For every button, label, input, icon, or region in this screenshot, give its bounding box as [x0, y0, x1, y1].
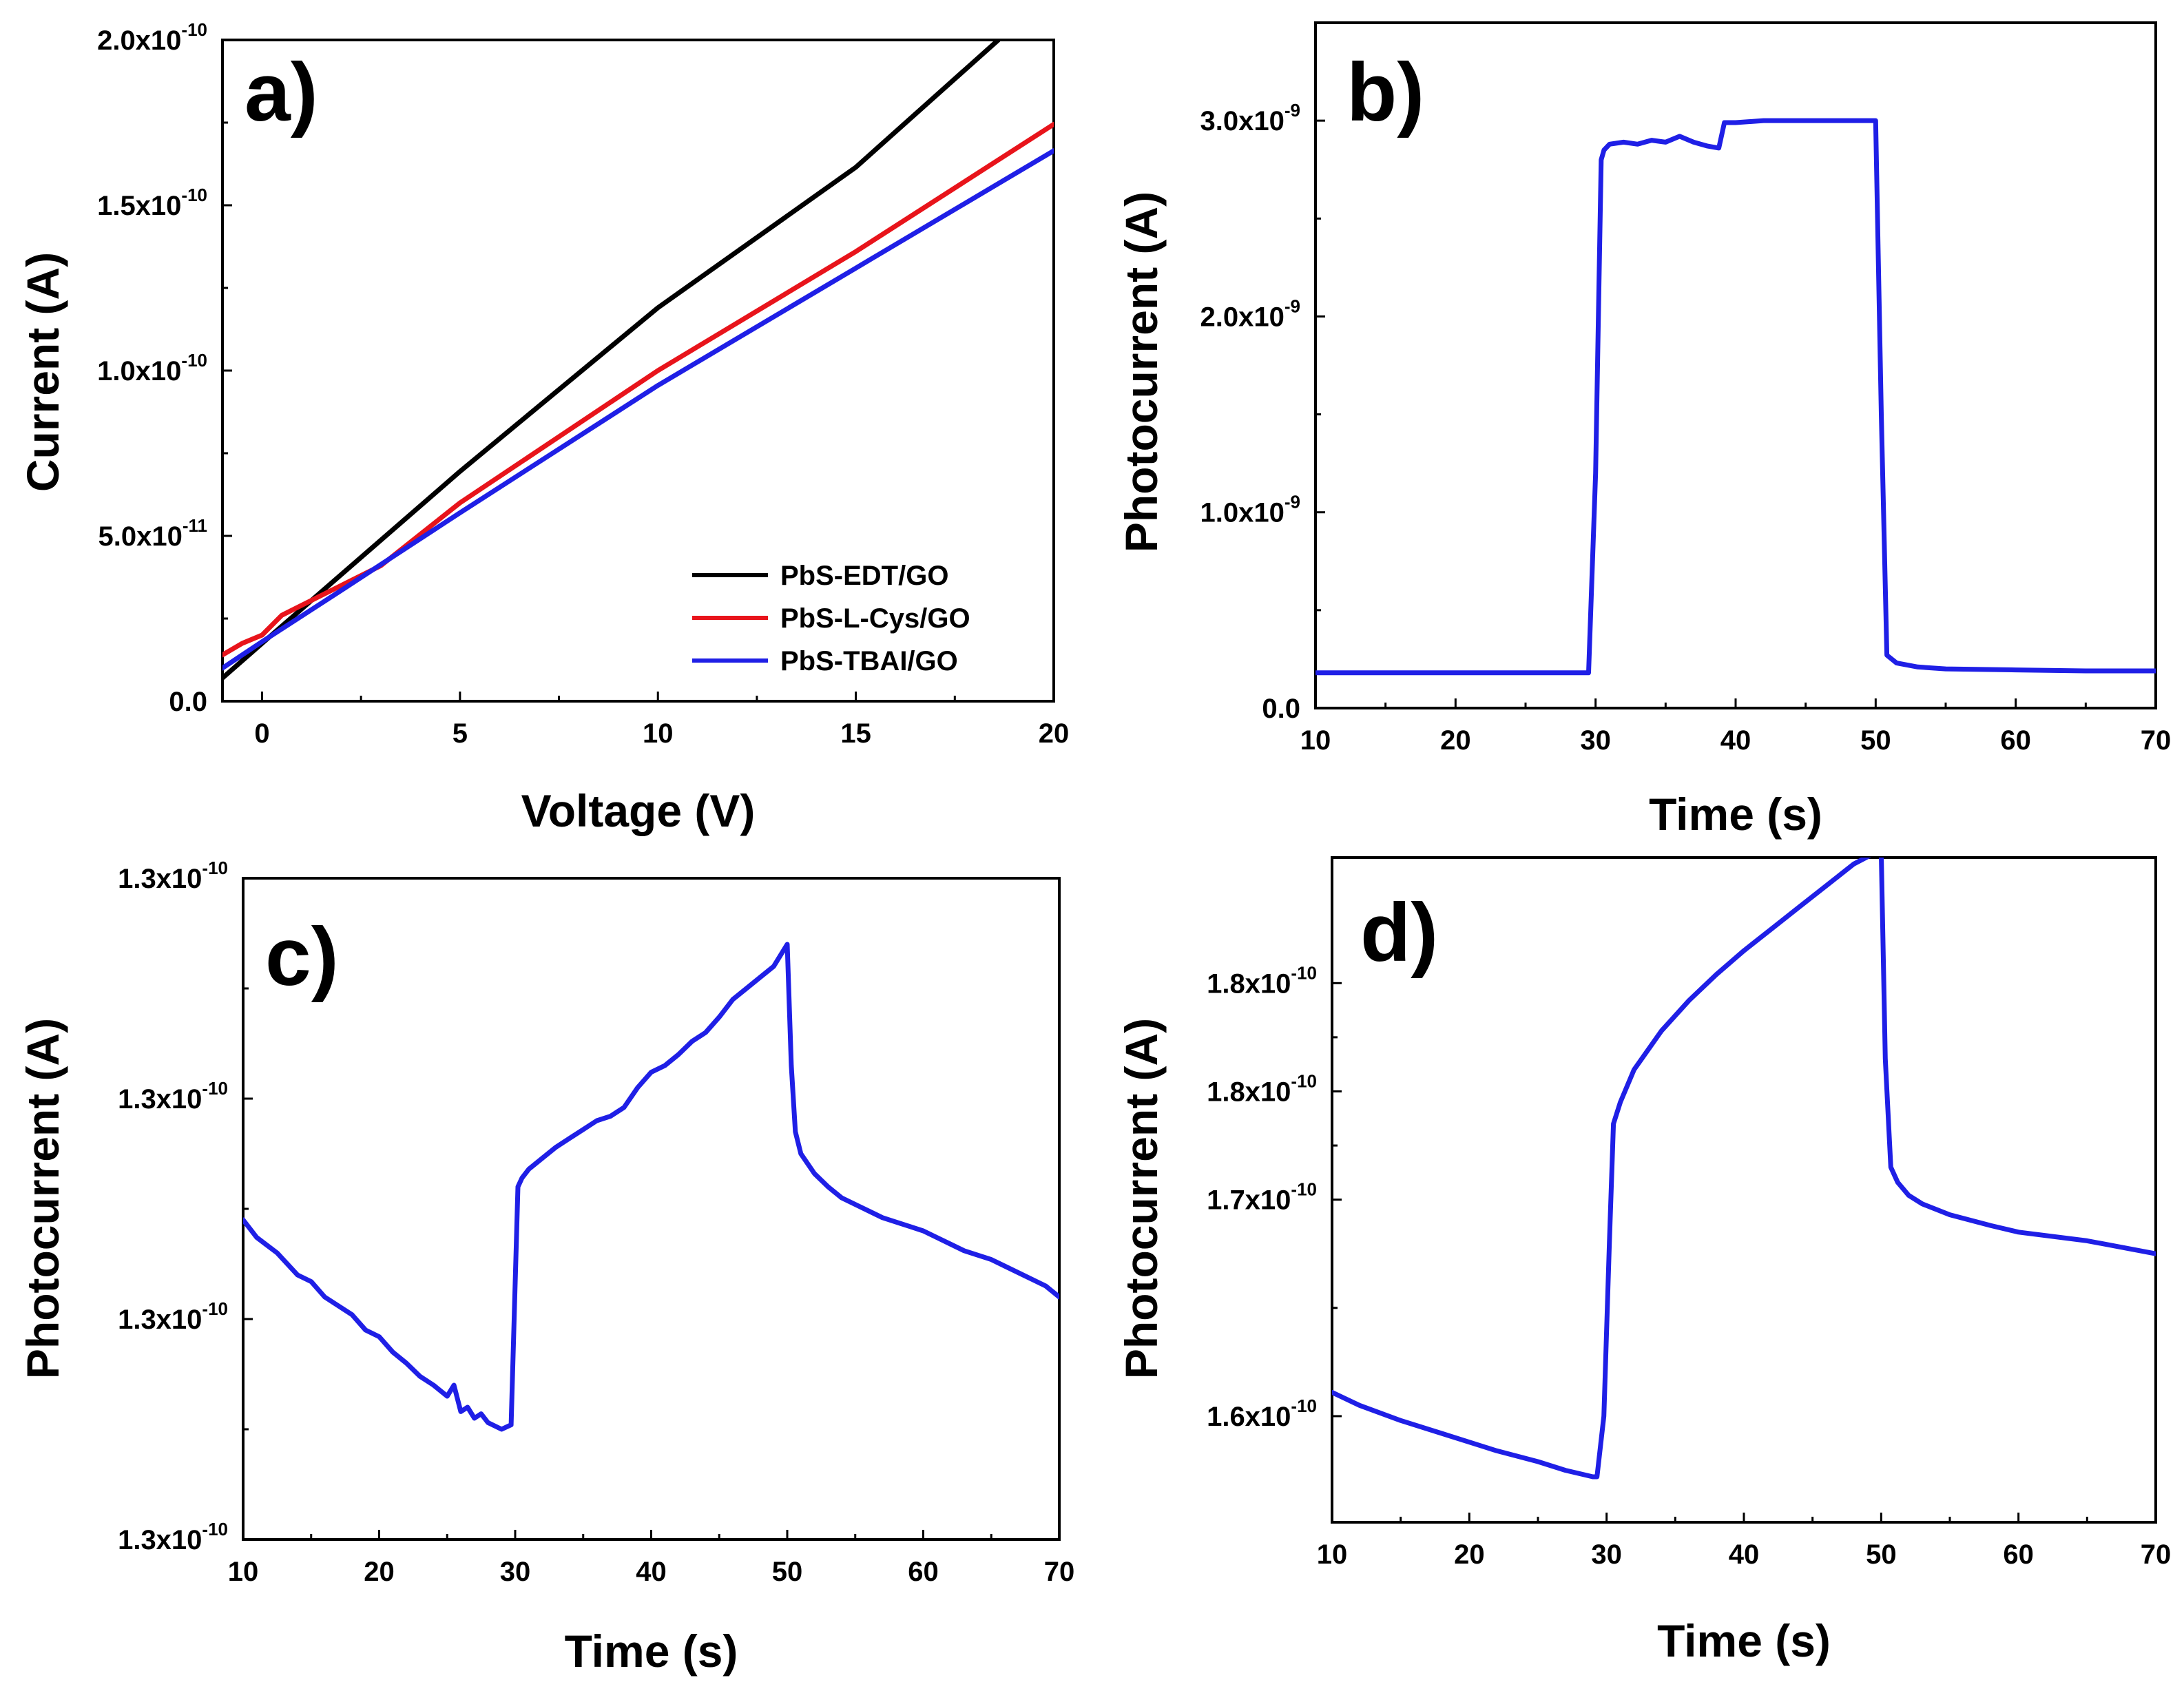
- x-tick-label: 40: [1720, 725, 1751, 756]
- x-tick-label: 20: [364, 1557, 395, 1587]
- plot-frame: [1314, 21, 2157, 709]
- x-tick-label: 0: [254, 718, 269, 749]
- y-tick-label: 0.0: [169, 687, 207, 717]
- x-tick-label: 10: [1300, 725, 1331, 756]
- x-tick-label: 40: [636, 1557, 667, 1587]
- x-axis-label: Voltage (V): [521, 785, 756, 836]
- x-tick-label: 40: [1729, 1539, 1760, 1570]
- y-axis-label: Photocurrent (A): [1116, 1018, 1167, 1379]
- y-tick-label: 1.6x10-10: [1207, 1396, 1317, 1432]
- y-axis-label: Current (A): [17, 252, 68, 492]
- x-tick-label: 20: [1440, 725, 1471, 756]
- y-tick-label: 1.0x10-10: [97, 350, 207, 386]
- x-axis-label: Time (s): [1649, 789, 1822, 840]
- y-tick-label: 1.0x10-9: [1200, 492, 1300, 528]
- series-line-pbs-tbai-go: [222, 148, 1054, 671]
- legend-entry-label: PbS-EDT/GO: [780, 561, 948, 591]
- panel-c-chart: 10 20 30 40 50 60 70 1.3x10-10 1.3x10-10 1.3x10-1…: [17, 858, 1074, 1677]
- legend: PbS-EDT/GO PbS-L-Cys/GO PbS-TBAI/GO: [692, 561, 970, 676]
- plot-frame: [221, 39, 1055, 703]
- x-axis-label: Time (s): [565, 1626, 738, 1677]
- y-tick-label: 2.0x10-9: [1200, 295, 1300, 332]
- y-tick-label: 1.3x10-10: [118, 858, 228, 894]
- x-tick-label: 50: [772, 1557, 803, 1587]
- y-tick-label: 2.0x10-10: [97, 19, 207, 56]
- legend-entry-label: PbS-TBAI/GO: [780, 646, 958, 676]
- x-tick-label: 50: [1866, 1539, 1897, 1570]
- series-line-pbs-edt-go: [222, 40, 1001, 681]
- x-tick-label: 60: [908, 1557, 939, 1587]
- x-axis-label: Time (s): [1657, 1615, 1831, 1666]
- series-line-photocurrent: [1315, 118, 2156, 676]
- plot-frame: [242, 877, 1061, 1541]
- panel-label: c): [265, 911, 339, 1003]
- x-tick-label: 70: [2141, 1539, 2172, 1570]
- x-tick-label: 30: [1591, 1539, 1622, 1570]
- x-tick-label: 70: [2141, 725, 2172, 756]
- x-tick-label: 30: [1580, 725, 1611, 756]
- x-tick-label: 20: [1039, 718, 1070, 749]
- y-tick-label: 1.3x10-10: [118, 1298, 228, 1335]
- x-tick-label: 20: [1454, 1539, 1485, 1570]
- y-tick-label: 1.7x10-10: [1207, 1179, 1317, 1216]
- x-tick-label: 10: [228, 1557, 259, 1587]
- series-line-photocurrent: [1332, 858, 2156, 1480]
- y-tick-label: 1.3x10-10: [118, 1078, 228, 1114]
- x-tick-label: 70: [1044, 1557, 1075, 1587]
- panel-label: a): [245, 46, 318, 138]
- series-line-pbs-l-cys-go: [222, 121, 1054, 658]
- x-tick-label: 15: [840, 718, 871, 749]
- panel-b-chart: 10 20 30 40 50 60 70 0.0 1.0x10-9 2.0x10-9 3.0x10-…: [1116, 21, 2172, 840]
- x-tick-label: 50: [1860, 725, 1891, 756]
- y-tick-label: 1.8x10-10: [1207, 962, 1317, 999]
- x-tick-label: 10: [643, 718, 674, 749]
- legend-entry-label: PbS-L-Cys/GO: [780, 603, 970, 634]
- x-tick-label: 30: [500, 1557, 531, 1587]
- panel-d-chart: 10 20 30 40 50 60 70 1.6x10-10 1.7x10-10 1.8x10-1…: [1116, 856, 2172, 1666]
- x-tick-label: 60: [2003, 1539, 2034, 1570]
- x-tick-label: 60: [2000, 725, 2031, 756]
- panel-label: b): [1346, 46, 1424, 138]
- y-tick-label: 3.0x10-9: [1200, 100, 1300, 136]
- y-tick-label: 1.8x10-10: [1207, 1070, 1317, 1107]
- panel-a-chart: 0 5 10 15 20 0.0 5.0x10-11 1.0x10-10 1.5x10-10 2.…: [17, 19, 1069, 836]
- y-tick-label: 0.0: [1262, 694, 1300, 724]
- y-axis-label: Photocurrent (A): [17, 1018, 68, 1379]
- x-tick-label: 5: [453, 718, 468, 749]
- x-tick-label: 10: [1317, 1539, 1348, 1570]
- panel-label: d): [1360, 886, 1438, 979]
- y-tick-label: 1.5x10-10: [97, 185, 207, 221]
- series-line-photocurrent: [243, 942, 1059, 1432]
- y-axis-label: Photocurrent (A): [1116, 191, 1167, 552]
- y-tick-label: 1.3x10-10: [118, 1519, 228, 1555]
- plot-frame: [1331, 856, 2157, 1524]
- y-tick-label: 5.0x10-11: [98, 515, 208, 552]
